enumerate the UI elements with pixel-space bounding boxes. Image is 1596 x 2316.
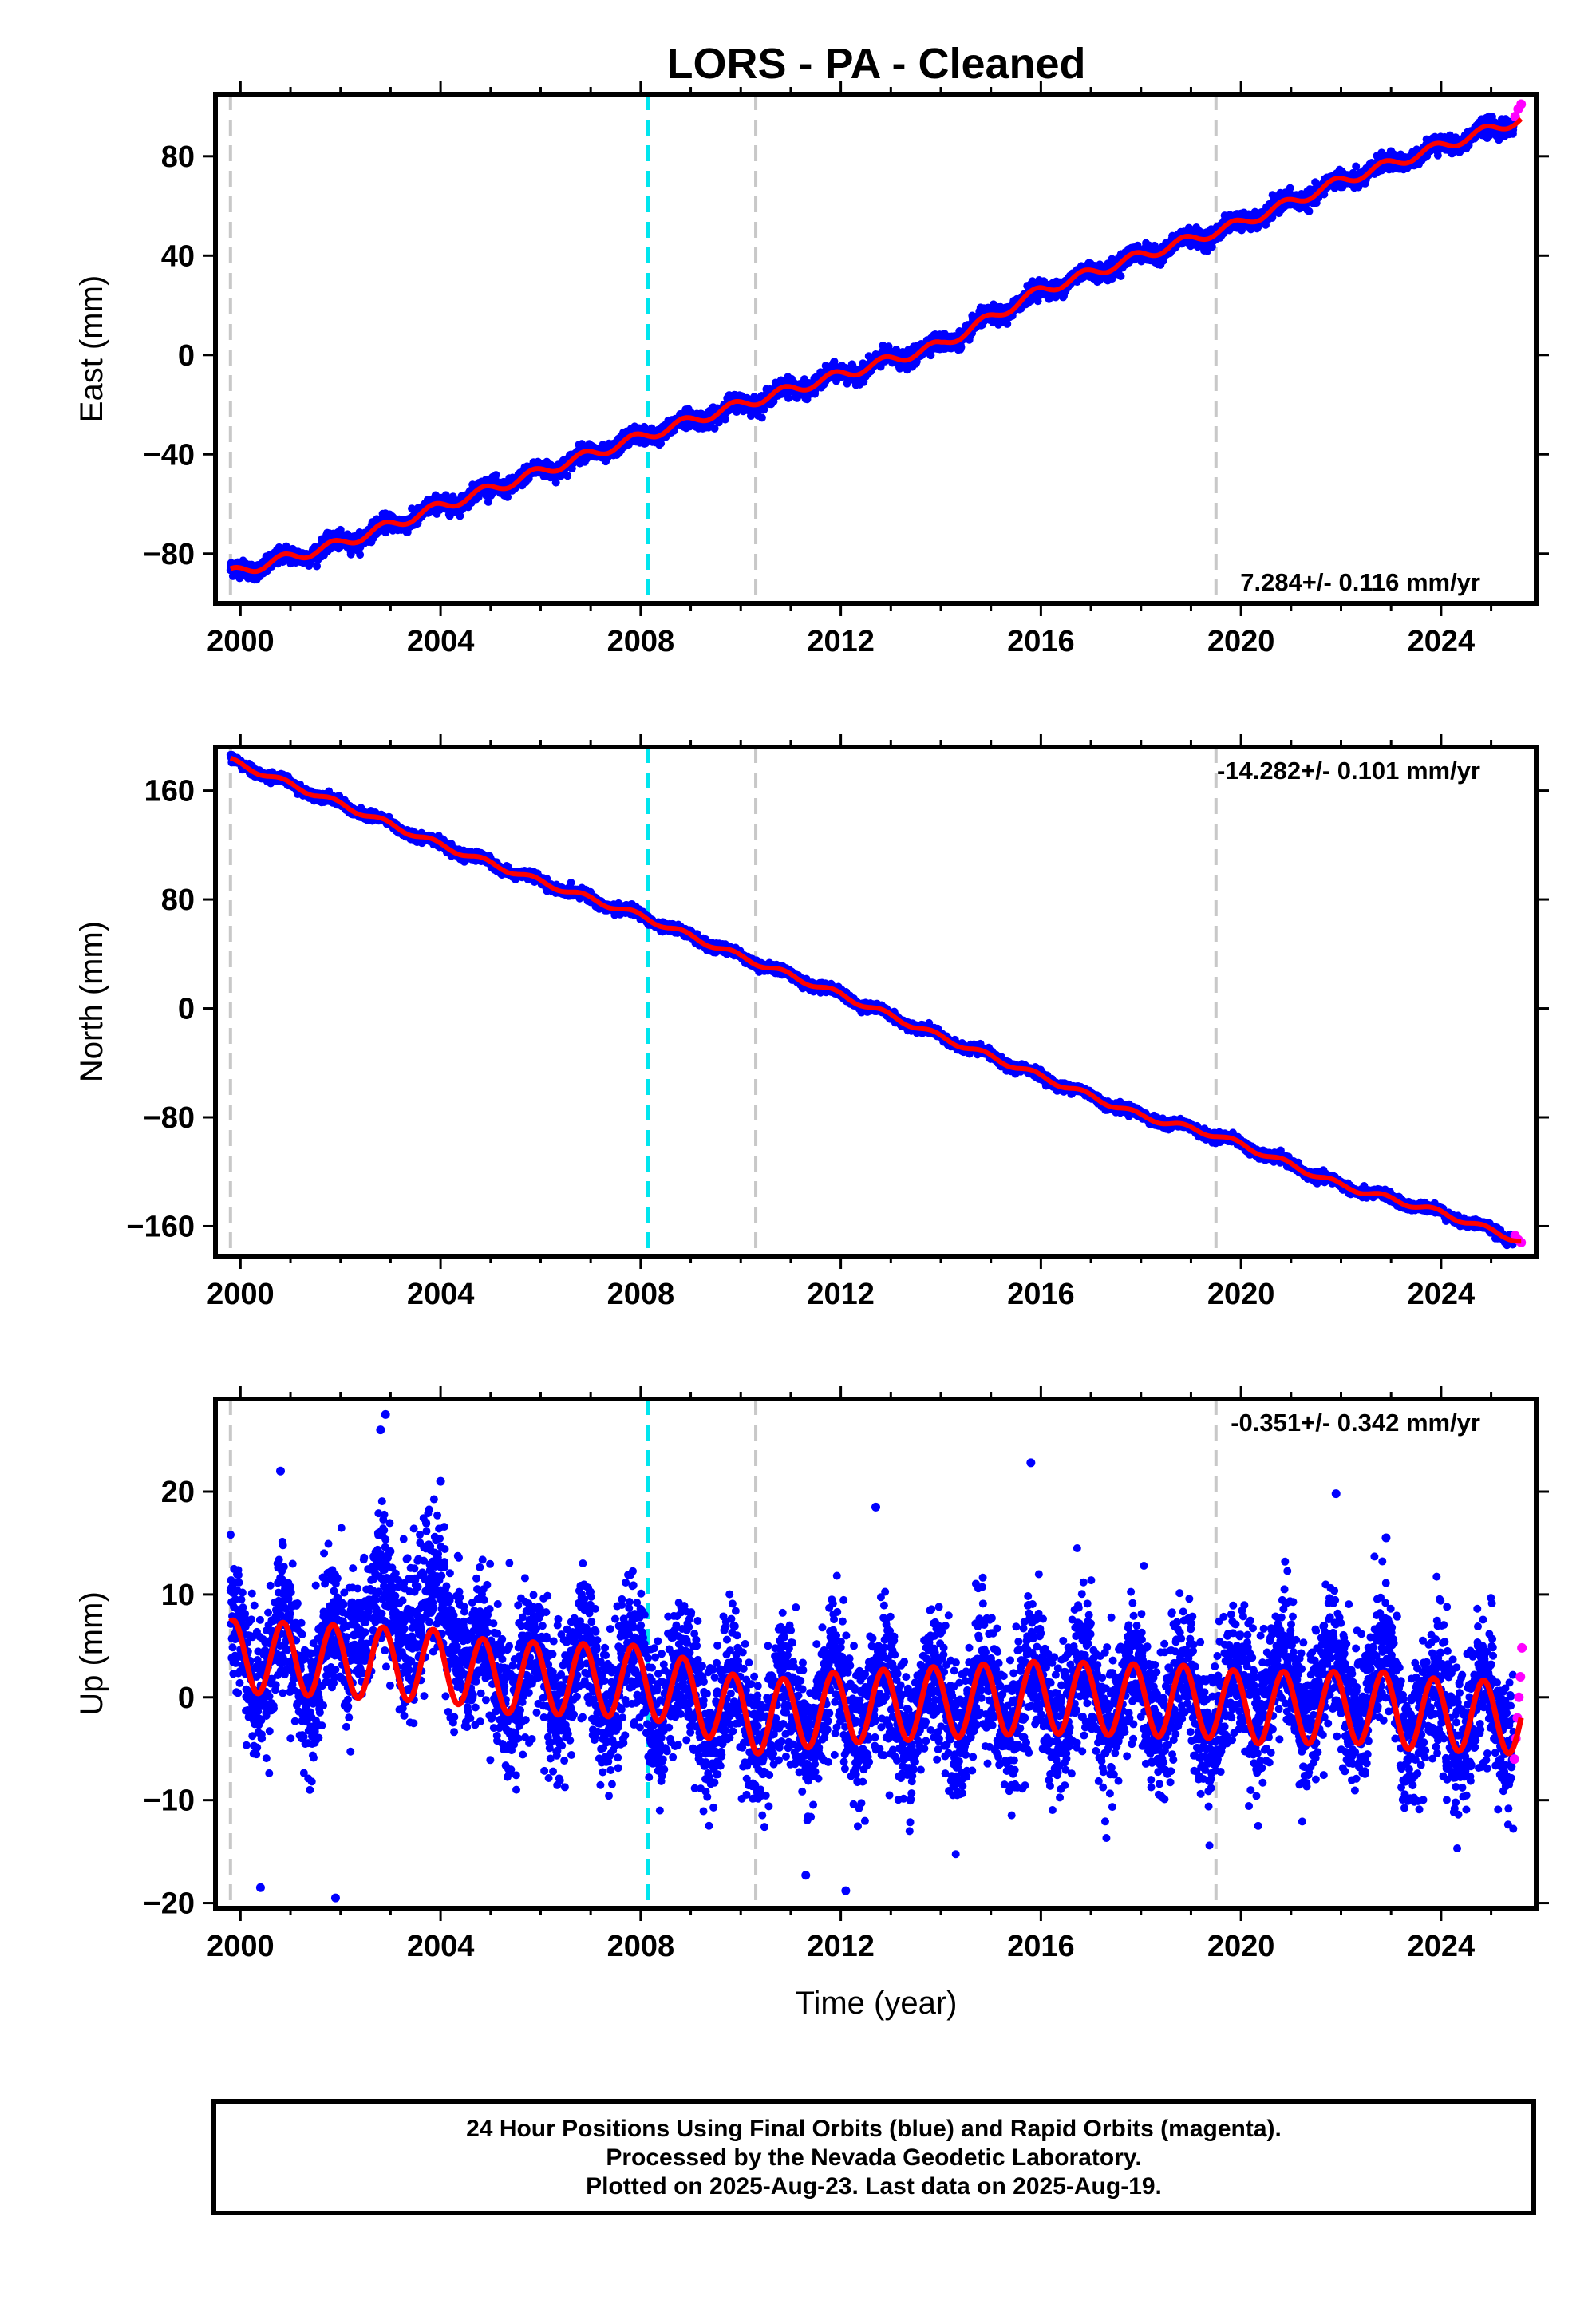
data-point <box>336 525 345 534</box>
data-point <box>551 478 560 487</box>
data-point <box>484 497 492 506</box>
data-point <box>1305 207 1314 215</box>
data-point <box>313 562 322 571</box>
plot-area <box>226 94 1527 603</box>
data-point <box>504 492 512 501</box>
panel-east: 2000 2004 2008 2012 2016 2020 2024−80−4004080E… <box>74 81 1549 658</box>
data-point <box>1286 184 1294 192</box>
data-point <box>492 471 500 480</box>
data-point <box>757 413 766 422</box>
data-point <box>563 472 572 480</box>
data-point <box>1003 319 1012 328</box>
data-point <box>957 342 966 351</box>
data-point <box>356 551 365 559</box>
figure-title: LORS - PA - Cleaned <box>666 40 1085 88</box>
data-point <box>456 512 464 520</box>
data-point <box>1116 272 1125 281</box>
